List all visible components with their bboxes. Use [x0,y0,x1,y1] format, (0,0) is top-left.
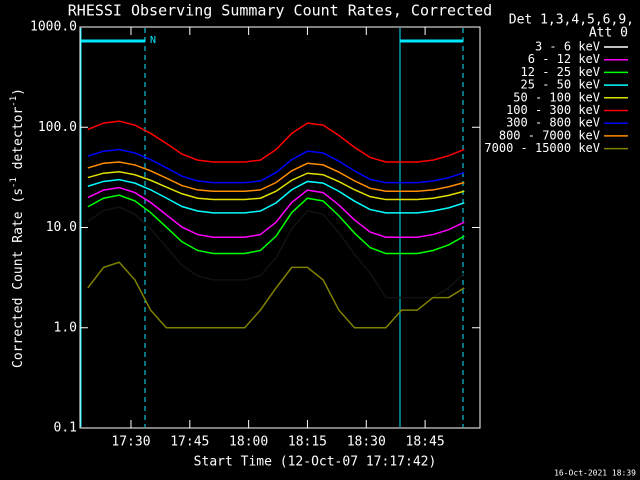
y-axis-label: Corrected Count Rate (s-1 detector-1) [9,88,26,368]
legend-label: 12 - 25 keV [521,65,600,79]
plot-frame [79,26,481,429]
series-line [87,186,465,238]
series-line [87,120,465,163]
legend-label: 7000 - 15000 keV [484,141,600,155]
chart-title: RHESSI Observing Summary Count Rates, Co… [68,2,492,20]
x-axis-label: Start Time (12-Oct-07 17:17:42) [194,455,437,470]
legend-header: Att 0 [589,26,628,41]
y-tick-label: 0.1 [54,421,77,436]
x-tick-label: 17:30 [111,435,150,450]
legend-label: 100 - 300 keV [506,103,600,117]
legend-label: 6 - 12 keV [528,52,600,66]
x-tick-label: 17:45 [170,435,209,450]
series-line [87,194,465,255]
y-tick-label: 100.0 [38,120,77,135]
legend-label: 25 - 50 keV [521,78,600,92]
legend-label: 3 - 6 keV [535,40,600,54]
y-label-part: detector [11,107,26,178]
series-line [87,148,465,184]
y-label-part: Corrected Count Rate (s [11,188,26,368]
legend-label: 50 - 100 keV [513,90,600,104]
y-tick-label: 1000.0 [30,20,77,35]
series-line [87,170,465,201]
y-tick-label: 10.0 [46,220,77,235]
y-label-part: -1 [9,177,19,188]
legend-label: 800 - 7000 keV [499,128,600,142]
footer: 16-Oct-2021 18:39 [554,469,636,478]
legend-header: Det 1,3,4,5,6,9, [509,13,634,28]
orbit-markers [80,28,464,427]
y-tick-label: 1.0 [54,320,77,335]
x-tick-label: 18:00 [229,435,268,450]
series-line [87,178,465,214]
y-label-part: -1 [9,96,19,107]
x-tick-label: 18:45 [406,435,445,450]
series-line [87,261,465,329]
series-line [87,161,465,192]
y-label-part: ) [11,88,26,96]
x-tick-label: 18:30 [347,435,386,450]
annotation: N [150,35,156,46]
series-line [87,206,465,299]
x-tick-label: 18:15 [288,435,327,450]
legend-label: 300 - 800 keV [506,116,600,130]
